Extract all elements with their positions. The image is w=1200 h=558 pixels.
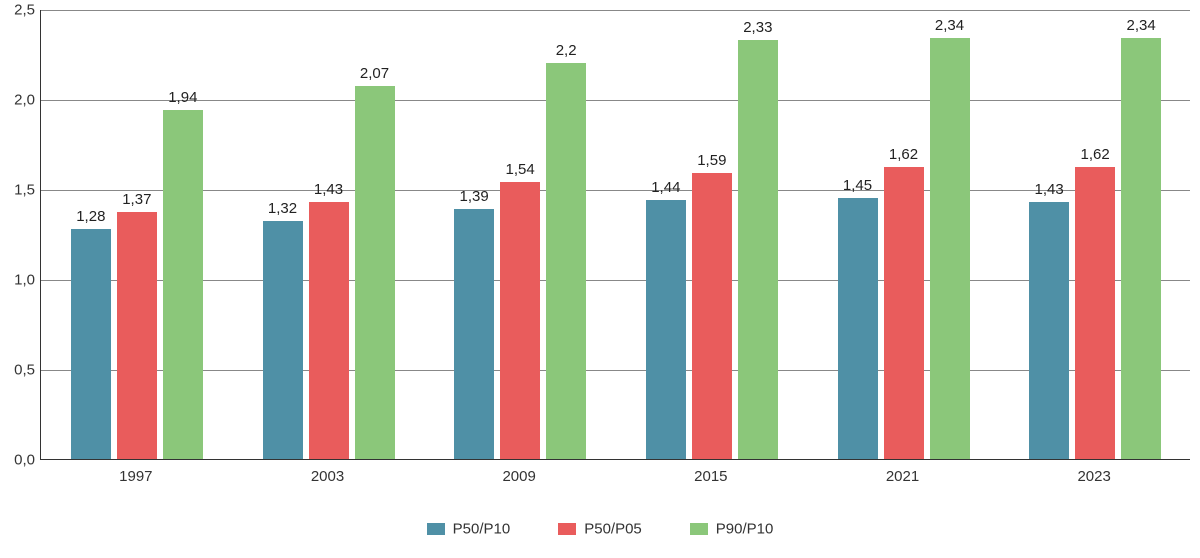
bar-value-label: 1,28 <box>61 208 121 225</box>
bar-value-label: 1,44 <box>636 179 696 196</box>
legend-item: P50/P05 <box>558 520 642 538</box>
legend-swatch <box>427 523 445 535</box>
bar-value-label: 2,34 <box>920 17 980 34</box>
bar-value-label: 1,62 <box>874 146 934 163</box>
bar-value-label: 1,32 <box>253 200 313 217</box>
legend-label: P50/P05 <box>584 521 642 538</box>
gridline <box>41 190 1190 191</box>
legend-item: P50/P10 <box>427 520 511 538</box>
legend-swatch <box>558 523 576 535</box>
legend-item: P90/P10 <box>690 520 774 538</box>
legend: P50/P10 P50/P05 P90/P10 <box>0 520 1200 538</box>
y-tick-label: 2,0 <box>1 92 35 109</box>
x-tick-label: 2009 <box>502 468 535 485</box>
y-tick-label: 0,5 <box>1 362 35 379</box>
legend-label: P90/P10 <box>716 521 774 538</box>
bar <box>500 182 540 459</box>
bar <box>838 198 878 459</box>
bar <box>884 167 924 459</box>
bar <box>1075 167 1115 459</box>
bar-value-label: 2,33 <box>728 19 788 36</box>
bar <box>738 40 778 459</box>
bar-value-label: 1,37 <box>107 191 167 208</box>
bar <box>692 173 732 459</box>
y-tick-label: 1,5 <box>1 182 35 199</box>
y-tick-label: 2,5 <box>1 2 35 19</box>
bar-value-label: 2,34 <box>1111 17 1171 34</box>
bar <box>163 110 203 459</box>
x-tick-label: 1997 <box>119 468 152 485</box>
bar-value-label: 1,39 <box>444 188 504 205</box>
bar-value-label: 1,62 <box>1065 146 1125 163</box>
gridline <box>41 10 1190 11</box>
bar <box>263 221 303 459</box>
bar <box>646 200 686 459</box>
gridline <box>41 100 1190 101</box>
bar <box>309 202 349 459</box>
bar <box>454 209 494 459</box>
bar-value-label: 1,59 <box>682 152 742 169</box>
x-tick-label: 2021 <box>886 468 919 485</box>
bar-value-label: 1,43 <box>299 181 359 198</box>
chart-container: 0,0 0,5 1,0 1,5 2,0 2,5 1,281,37 1,94 1,32 1,43 2… <box>0 0 1200 558</box>
bar <box>546 63 586 459</box>
gridline <box>41 280 1190 281</box>
bar-value-label: 1,43 <box>1019 181 1079 198</box>
x-tick-label: 2015 <box>694 468 727 485</box>
bar <box>1029 202 1069 459</box>
bar <box>117 212 157 459</box>
plot-area: 1,281,37 1,94 1,32 1,43 2,07 1,39 1,54 2,2 1,44 1… <box>40 10 1190 460</box>
y-tick-label: 1,0 <box>1 272 35 289</box>
x-tick-label: 2003 <box>311 468 344 485</box>
bar-value-label: 2,07 <box>345 65 405 82</box>
bar <box>355 86 395 459</box>
bar-value-label: 1,45 <box>828 177 888 194</box>
bar <box>930 38 970 459</box>
legend-swatch <box>690 523 708 535</box>
legend-label: P50/P10 <box>453 521 511 538</box>
bar-value-label: 1,94 <box>153 89 213 106</box>
bar-value-label: 1,54 <box>490 161 550 178</box>
gridline <box>41 370 1190 371</box>
bar <box>71 229 111 459</box>
y-tick-label: 0,0 <box>1 452 35 469</box>
bar <box>1121 38 1161 459</box>
x-tick-label: 2023 <box>1077 468 1110 485</box>
bar-value-label: 2,2 <box>536 42 596 59</box>
